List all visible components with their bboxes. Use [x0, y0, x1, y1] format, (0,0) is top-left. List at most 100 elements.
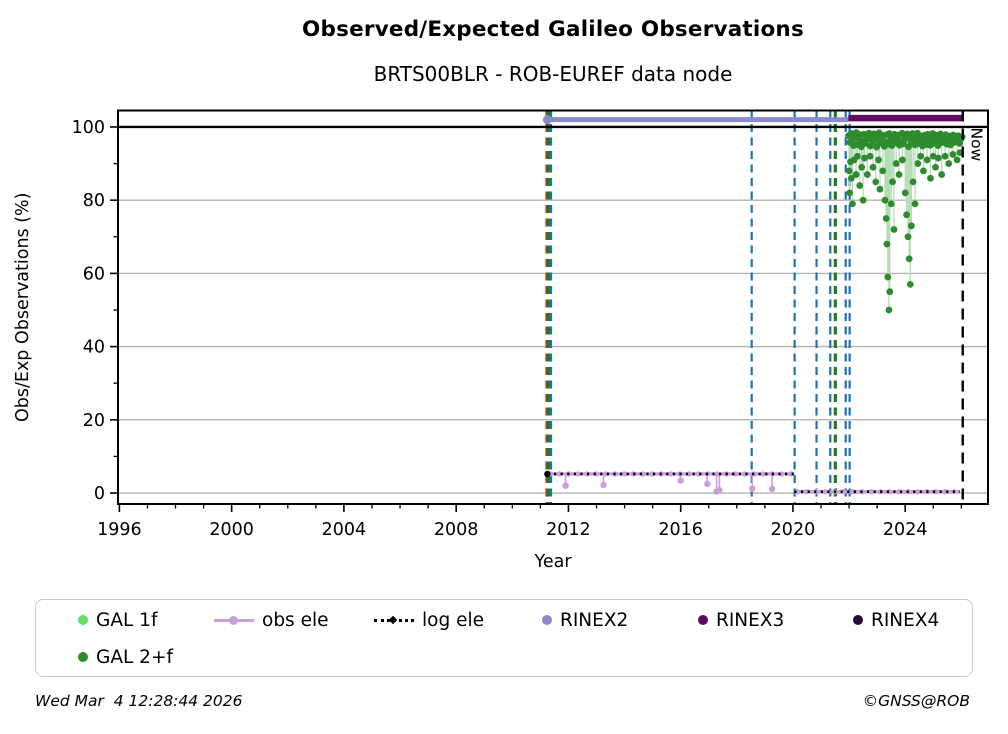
- chart-subtitle: BRTS00BLR - ROB-EUREF data node: [373, 62, 733, 86]
- legend-item-log-ele: log ele: [374, 608, 484, 632]
- x-tick-label: 2000: [209, 520, 254, 540]
- plot-frame: [117, 109, 989, 505]
- x-tick-label: 2016: [658, 520, 703, 540]
- scatter-point: [932, 163, 939, 171]
- scatter-point: [927, 174, 934, 182]
- obs-ele-marker: [788, 471, 794, 477]
- gal-1f-marker-icon: [78, 615, 88, 625]
- scatter-point: [911, 200, 919, 208]
- obs-ele-marker: [896, 489, 902, 495]
- scatter-point: [872, 178, 880, 186]
- obs-ele-marker: [649, 471, 655, 477]
- scatter-point: [920, 167, 927, 175]
- scatter-point: [858, 163, 866, 171]
- scatter-point: [945, 160, 953, 167]
- obs-ele-marker: [556, 471, 563, 477]
- gal-2plusf-marker-icon: [78, 652, 88, 662]
- obs-ele-dip-marker: [600, 481, 607, 489]
- scatter-point: [900, 140, 907, 148]
- rinex3-marker-icon: [698, 615, 708, 625]
- scatter-point: [899, 156, 906, 164]
- obs-ele-dip-marker: [704, 480, 711, 488]
- scatter-point: [914, 160, 922, 167]
- x-tick-label: 2024: [883, 520, 928, 540]
- obs-ele-marker: [603, 471, 609, 477]
- chart-canvas: 1996 2000 2004 2008 2012 2016 2020 2024 0 20 40 60 8…: [13, 109, 989, 572]
- legend-label: obs ele: [262, 609, 329, 631]
- obs-ele-marker: [914, 489, 921, 495]
- scatter-point: [881, 196, 889, 204]
- obs-ele-marker: [760, 471, 766, 477]
- x-tick-label: 2012: [546, 520, 591, 540]
- scatter-point: [883, 240, 891, 248]
- rinex4-marker-icon: [853, 615, 863, 625]
- legend-label: log ele: [422, 609, 484, 631]
- obs-ele-marker: [667, 471, 674, 477]
- legend-item-rinex3: RINEX3: [698, 608, 784, 632]
- legend-item-gal-2plusf: GAL 2+f: [78, 645, 173, 669]
- obs-ele-marker: [779, 471, 785, 477]
- scatter-point: [885, 306, 893, 314]
- obs-ele-marker: [887, 489, 893, 495]
- legend-label: GAL 1f: [96, 609, 158, 631]
- chart-title: Observed/Expected Galileo Observations: [302, 17, 804, 42]
- obs-ele-dip-marker: [562, 482, 569, 489]
- scatter-point: [923, 156, 931, 164]
- scatter-point: [869, 163, 877, 171]
- legend-label: RINEX4: [871, 609, 940, 631]
- x-tick-label: 2020: [771, 520, 816, 540]
- legend-item-obs-ele: obs ele: [214, 608, 328, 632]
- obs-ele-marker: [942, 489, 949, 495]
- obs-ele-marker: [822, 489, 828, 495]
- scatter-point: [882, 215, 890, 222]
- obs-ele-marker: [621, 471, 627, 477]
- scatter-point: [884, 273, 892, 281]
- obs-ele-dip-marker: [749, 485, 756, 492]
- y-tick-label: 20: [83, 411, 105, 431]
- obs-ele-dip-marker: [677, 477, 684, 484]
- scatter-point: [890, 226, 898, 233]
- scatter-point: [892, 160, 900, 167]
- obs-ele-marker: [840, 489, 847, 495]
- scatter-point: [852, 171, 860, 178]
- x-axis-label: Year: [533, 552, 572, 572]
- scatter-point: [907, 222, 915, 230]
- scatter-point: [886, 288, 894, 296]
- scatter-point: [861, 154, 868, 162]
- chart-legend: GAL 1f obs ele log ele RINEX2 RINEX3 RIN…: [35, 599, 973, 677]
- legend-label: RINEX2: [560, 609, 629, 631]
- scatter-point: [895, 171, 903, 178]
- obs-ele-marker: [640, 471, 646, 477]
- scatter-point: [876, 185, 884, 193]
- y-tick-label: 100: [72, 118, 105, 138]
- obs-ele-marker: [732, 471, 739, 477]
- obs-ele-marker: [933, 489, 939, 495]
- scatter-point: [875, 156, 882, 164]
- obs-ele-marker: [850, 489, 856, 495]
- y-tick-label: 0: [94, 484, 105, 504]
- obs-ele-marker: [741, 471, 748, 477]
- scatter-point: [859, 196, 867, 204]
- scatter-point: [906, 280, 914, 288]
- scatter-point: [917, 152, 925, 160]
- obs-ele-marker: [593, 471, 600, 477]
- scatter-point: [934, 154, 942, 162]
- y-tick-label: 80: [83, 191, 105, 211]
- y-axis-label: Obs/Exp Observations (%): [13, 192, 33, 422]
- log-ele-marker-icon: [374, 618, 414, 622]
- footer-timestamp: Wed Mar 4 12:28:44 2026: [35, 692, 243, 710]
- scatter-point: [849, 200, 856, 208]
- scatter-point: [887, 200, 895, 208]
- y-tick-label: 40: [83, 338, 105, 358]
- y-tick-label: 60: [83, 264, 105, 284]
- scatter-point: [846, 189, 854, 197]
- obs-ele-dip-marker: [716, 486, 723, 494]
- scatter-point: [889, 178, 896, 186]
- scatter-point: [903, 211, 911, 219]
- scatter-point: [863, 171, 871, 178]
- legend-label: RINEX3: [716, 609, 785, 631]
- obs-ele-marker: [695, 471, 702, 477]
- obs-ele-marker: [803, 489, 810, 495]
- scatter-point: [905, 255, 913, 263]
